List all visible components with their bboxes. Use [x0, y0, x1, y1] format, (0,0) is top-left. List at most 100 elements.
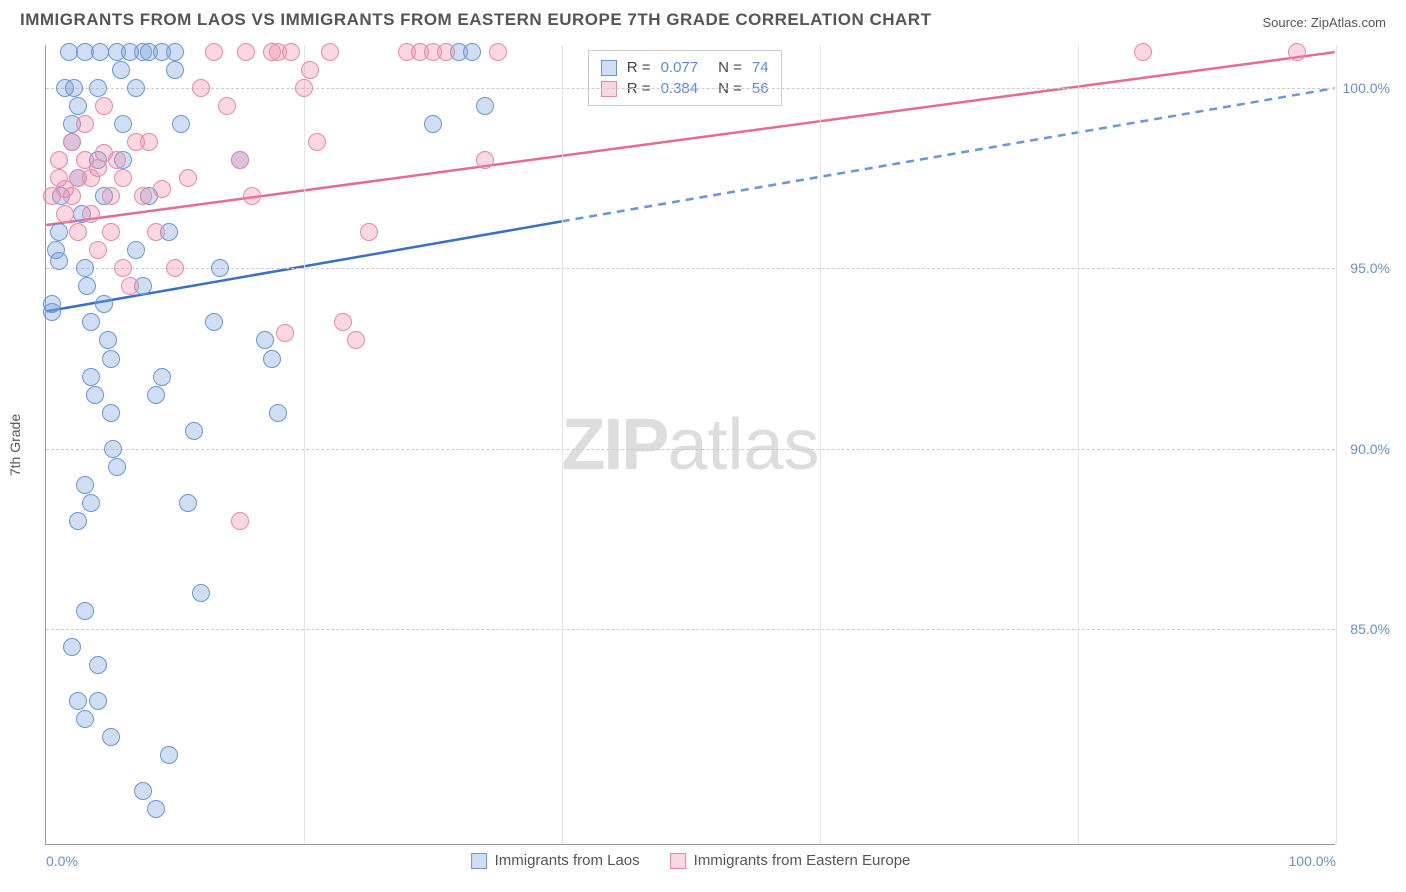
scatter-point-a — [108, 458, 126, 476]
scatter-point-a — [172, 115, 190, 133]
scatter-point-b — [166, 259, 184, 277]
gridline-v — [304, 45, 305, 844]
scatter-point-b — [140, 133, 158, 151]
scatter-point-a — [65, 79, 83, 97]
n-label: N = — [718, 59, 742, 76]
scatter-point-b — [476, 151, 494, 169]
gridline-h — [46, 88, 1335, 89]
scatter-point-a — [153, 368, 171, 386]
scatter-point-a — [91, 43, 109, 61]
scatter-point-b — [50, 151, 68, 169]
scatter-point-b — [192, 79, 210, 97]
scatter-point-b — [56, 205, 74, 223]
scatter-point-a — [69, 692, 87, 710]
ytick-label: 95.0% — [1350, 260, 1390, 276]
scatter-point-b — [489, 43, 507, 61]
scatter-point-b — [301, 61, 319, 79]
scatter-point-a — [114, 115, 132, 133]
scatter-point-b — [179, 169, 197, 187]
chart-title: IMMIGRANTS FROM LAOS VS IMMIGRANTS FROM … — [20, 10, 931, 30]
legend-swatch-a-icon — [471, 853, 487, 869]
r-label: R = — [627, 59, 651, 76]
scatter-point-a — [269, 404, 287, 422]
scatter-point-a — [78, 277, 96, 295]
legend-item-b: Immigrants from Eastern Europe — [670, 852, 911, 869]
scatter-point-a — [263, 350, 281, 368]
scatter-point-a — [104, 440, 122, 458]
scatter-point-a — [147, 386, 165, 404]
scatter-point-a — [127, 241, 145, 259]
scatter-point-b — [121, 277, 139, 295]
scatter-point-b — [95, 97, 113, 115]
gridline-h — [46, 268, 1335, 269]
scatter-point-a — [211, 259, 229, 277]
gridline-h — [46, 449, 1335, 450]
scatter-point-a — [50, 223, 68, 241]
scatter-point-a — [82, 368, 100, 386]
scatter-point-b — [334, 313, 352, 331]
y-axis-label: 7th Grade — [7, 414, 23, 476]
scatter-point-b — [69, 223, 87, 241]
scatter-point-a — [160, 746, 178, 764]
gridline-v — [562, 45, 563, 844]
ytick-label: 90.0% — [1350, 441, 1390, 457]
legend-swatch-a — [601, 60, 617, 76]
scatter-point-a — [76, 476, 94, 494]
scatter-point-b — [102, 187, 120, 205]
scatter-point-b — [153, 180, 171, 198]
scatter-point-a — [99, 331, 117, 349]
scatter-point-a — [134, 782, 152, 800]
watermark-zip: ZIP — [561, 405, 667, 485]
scatter-point-a — [463, 43, 481, 61]
source-label: Source: ZipAtlas.com — [1262, 15, 1386, 30]
scatter-point-b — [63, 133, 81, 151]
scatter-point-a — [86, 386, 104, 404]
scatter-point-a — [89, 79, 107, 97]
scatter-point-b — [360, 223, 378, 241]
r-value-a: 0.077 — [661, 59, 699, 76]
scatter-point-a — [205, 313, 223, 331]
xtick-label: 0.0% — [46, 853, 78, 869]
scatter-point-a — [89, 656, 107, 674]
legend-label-a: Immigrants from Laos — [495, 852, 640, 869]
scatter-point-b — [102, 223, 120, 241]
scatter-point-b — [108, 151, 126, 169]
scatter-point-b — [218, 97, 236, 115]
scatter-point-a — [127, 79, 145, 97]
gridline-v — [820, 45, 821, 844]
scatter-point-a — [179, 494, 197, 512]
scatter-point-b — [205, 43, 223, 61]
watermark-atlas: atlas — [667, 405, 819, 485]
xtick-label: 100.0% — [1289, 853, 1336, 869]
scatter-point-a — [63, 638, 81, 656]
scatter-point-a — [112, 61, 130, 79]
scatter-point-b — [114, 169, 132, 187]
scatter-point-b — [114, 259, 132, 277]
chart-container: 7th Grade ZIPatlas R = 0.077 N = 74 R = … — [45, 45, 1390, 845]
scatter-point-b — [231, 512, 249, 530]
gridline-v — [1336, 45, 1337, 844]
scatter-point-a — [82, 313, 100, 331]
scatter-point-a — [82, 494, 100, 512]
plot-area: ZIPatlas R = 0.077 N = 74 R = 0.384 N = … — [45, 45, 1335, 845]
legend-swatch-b-icon — [670, 853, 686, 869]
scatter-point-a — [69, 512, 87, 530]
scatter-point-b — [76, 115, 94, 133]
scatter-point-b — [1134, 43, 1152, 61]
scatter-point-b — [134, 187, 152, 205]
scatter-point-a — [476, 97, 494, 115]
scatter-point-a — [69, 97, 87, 115]
scatter-point-b — [147, 223, 165, 241]
scatter-point-b — [295, 79, 313, 97]
scatter-point-b — [308, 133, 326, 151]
watermark: ZIPatlas — [561, 404, 819, 486]
scatter-point-b — [282, 43, 300, 61]
legend-item-a: Immigrants from Laos — [471, 852, 640, 869]
scatter-point-b — [1288, 43, 1306, 61]
scatter-point-a — [95, 295, 113, 313]
n-value-a: 74 — [752, 59, 769, 76]
scatter-point-a — [424, 115, 442, 133]
scatter-point-a — [102, 350, 120, 368]
scatter-point-b — [82, 205, 100, 223]
gridline-v — [1078, 45, 1079, 844]
